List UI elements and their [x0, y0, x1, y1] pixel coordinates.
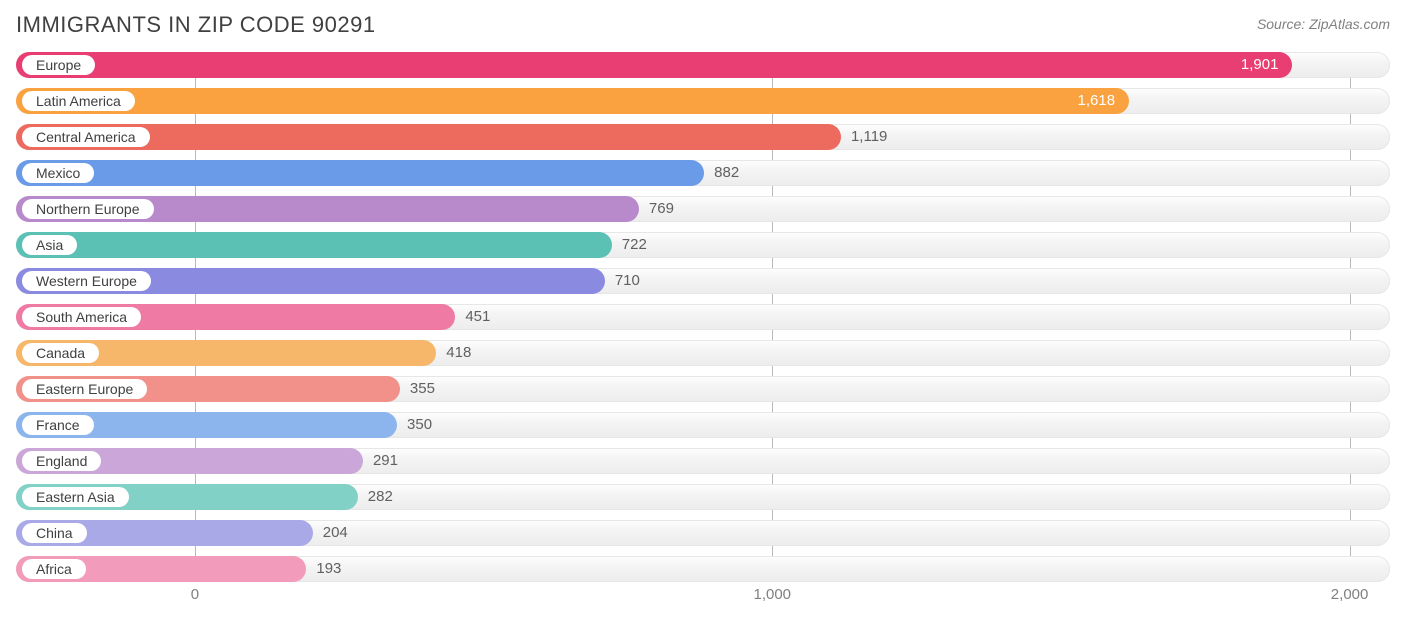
category-pill: China — [22, 523, 87, 543]
bar-value: 1,618 — [16, 88, 1129, 114]
axis-tick: 2,000 — [1331, 586, 1369, 603]
bar-row: China 204 — [16, 520, 1390, 546]
category-pill: Mexico — [22, 163, 94, 183]
bar-value: 1,901 — [16, 52, 1292, 78]
bar-value: 193 — [316, 556, 341, 582]
bar-value: 451 — [465, 304, 490, 330]
bar-fill — [16, 160, 704, 186]
category-pill: Latin America — [22, 91, 135, 111]
bar-row: Western Europe 710 — [16, 268, 1390, 294]
category-pill: Western Europe — [22, 271, 151, 291]
bar-row: Europe1,901 — [16, 52, 1390, 78]
bar-row: Northern Europe 769 — [16, 196, 1390, 222]
bar-row: Africa 193 — [16, 556, 1390, 582]
chart-title: IMMIGRANTS IN ZIP CODE 90291 — [16, 12, 376, 38]
bar-value: 291 — [373, 448, 398, 474]
category-pill: Europe — [22, 55, 95, 75]
category-pill: France — [22, 415, 94, 435]
chart-container: IMMIGRANTS IN ZIP CODE 90291 Source: Zip… — [0, 0, 1406, 643]
bar-value: 769 — [649, 196, 674, 222]
category-pill: Eastern Asia — [22, 487, 129, 507]
bar-row: South America 451 — [16, 304, 1390, 330]
bar-row: Canada 418 — [16, 340, 1390, 366]
bar-row: France 350 — [16, 412, 1390, 438]
category-pill: Eastern Europe — [22, 379, 147, 399]
bar-value: 882 — [714, 160, 739, 186]
category-pill: Asia — [22, 235, 77, 255]
category-pill: Africa — [22, 559, 86, 579]
category-pill: Central America — [22, 127, 150, 147]
bar-value: 722 — [622, 232, 647, 258]
bar-row: Eastern Europe 355 — [16, 376, 1390, 402]
category-pill: Canada — [22, 343, 99, 363]
bar-value: 282 — [368, 484, 393, 510]
category-pill: South America — [22, 307, 141, 327]
bars-container: Europe1,901 Latin America1,618 Central Ame… — [16, 52, 1390, 620]
axis-tick: 1,000 — [753, 586, 791, 603]
category-pill: England — [22, 451, 101, 471]
bar-fill — [16, 232, 612, 258]
chart-source: Source: ZipAtlas.com — [1257, 12, 1390, 32]
bar-row: Central America 1,119 — [16, 124, 1390, 150]
axis-tick: 0 — [191, 586, 199, 603]
bar-value: 710 — [615, 268, 640, 294]
bar-row: England 291 — [16, 448, 1390, 474]
category-pill: Northern Europe — [22, 199, 154, 219]
x-axis-labels: 0 1,000 2,000 — [16, 582, 1390, 610]
bar-value: 350 — [407, 412, 432, 438]
bar-value: 204 — [323, 520, 348, 546]
bar-value: 355 — [410, 376, 435, 402]
chart-header: IMMIGRANTS IN ZIP CODE 90291 Source: Zip… — [16, 12, 1390, 38]
bar-row: Asia 722 — [16, 232, 1390, 258]
bar-row: Latin America1,618 — [16, 88, 1390, 114]
bar-value: 1,119 — [851, 124, 887, 150]
bar-value: 418 — [446, 340, 471, 366]
bar-row: Mexico 882 — [16, 160, 1390, 186]
plot-area: Europe1,901 Latin America1,618 Central Ame… — [16, 52, 1390, 610]
bar-row: Eastern Asia 282 — [16, 484, 1390, 510]
